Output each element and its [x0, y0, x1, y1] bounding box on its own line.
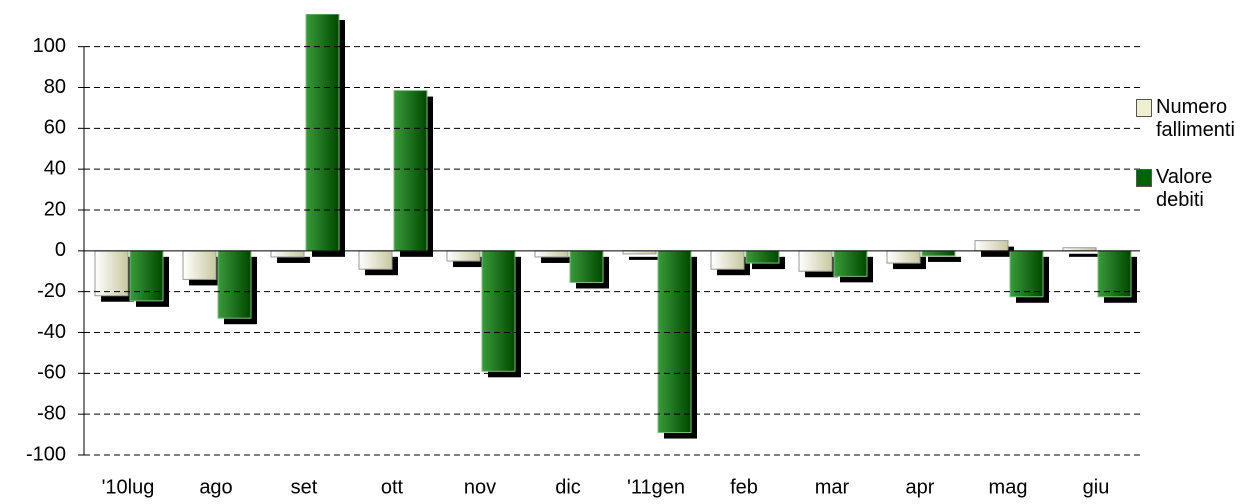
x-tick-label: set	[291, 476, 318, 498]
bar-shadow	[928, 256, 961, 262]
bar	[94, 250, 129, 297]
bar	[270, 250, 305, 258]
bar	[745, 250, 780, 264]
x-tick-label: giu	[1083, 476, 1110, 498]
bar	[569, 250, 604, 283]
y-tick-label: 20	[44, 198, 66, 220]
bar	[657, 250, 692, 434]
bar	[182, 250, 217, 280]
y-tick-label: -20	[37, 280, 66, 302]
x-tick-label: ott	[381, 476, 404, 498]
bar	[481, 250, 516, 372]
x-tick-label: mag	[989, 476, 1028, 498]
bar-shadow	[1069, 253, 1102, 257]
bar	[393, 90, 428, 252]
y-tick-label: 100	[33, 35, 66, 57]
x-tick-label: feb	[730, 476, 758, 498]
bar-shadow	[541, 256, 574, 263]
x-tick-label: '10lug	[102, 476, 155, 498]
x-tick-label: dic	[555, 476, 581, 498]
x-tick-label: '11gen	[627, 476, 685, 498]
bar	[798, 250, 833, 272]
bar-shadow	[981, 246, 1014, 257]
y-tick-label: -80	[37, 402, 66, 424]
y-tick-label: -60	[37, 362, 66, 384]
x-tick-label: nov	[464, 476, 496, 498]
bar	[534, 250, 569, 258]
bar	[921, 250, 956, 257]
bar	[833, 250, 868, 277]
bar	[1097, 250, 1132, 298]
legend-label: Valore debiti	[1156, 166, 1213, 211]
bar-shadow	[277, 256, 310, 263]
y-tick-label: 40	[44, 157, 66, 179]
bar	[710, 250, 745, 270]
x-tick-label: ago	[199, 476, 232, 498]
bar-shadow	[629, 256, 662, 260]
bar-shadow	[453, 256, 486, 268]
legend-swatch	[1136, 169, 1152, 187]
x-tick-label: mar	[815, 476, 850, 498]
y-tick-label: -40	[37, 321, 66, 343]
y-tick-label: 0	[55, 239, 66, 261]
y-tick-label: 60	[44, 117, 66, 139]
bar	[886, 250, 921, 264]
bar	[305, 14, 340, 252]
bar	[129, 250, 164, 302]
y-tick-label: 80	[44, 76, 66, 98]
y-tick-label: -100	[26, 443, 66, 465]
bar	[358, 250, 393, 270]
bar	[446, 250, 481, 262]
legend-label: Numero fallimenti	[1156, 96, 1235, 141]
bar	[217, 250, 252, 319]
legend-swatch	[1136, 99, 1152, 117]
bar	[974, 240, 1009, 252]
x-tick-label: apr	[906, 476, 935, 498]
bar	[1009, 250, 1044, 298]
